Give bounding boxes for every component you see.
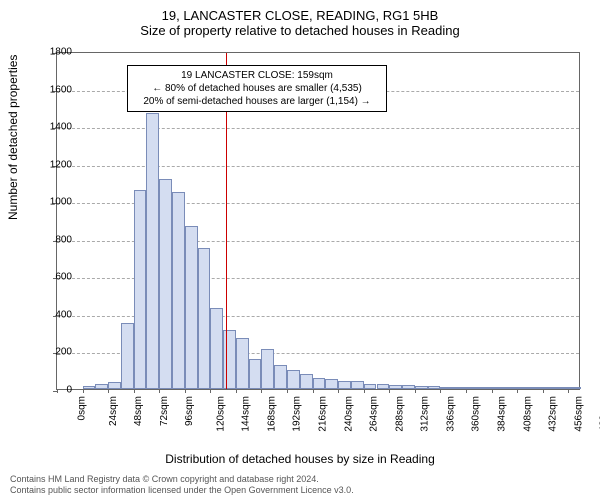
x-tick-label: 432sqm [548, 396, 559, 432]
x-tick-label: 48sqm [133, 396, 144, 426]
histogram-bar [479, 387, 492, 389]
histogram-bar [261, 349, 274, 389]
histogram-bar [274, 365, 287, 389]
x-tick-label: 240sqm [343, 396, 354, 432]
annotation-box: 19 LANCASTER CLOSE: 159sqm ← 80% of deta… [127, 65, 387, 112]
chart-subtitle: Size of property relative to detached ho… [0, 23, 600, 38]
histogram-bar [517, 387, 530, 389]
histogram-bar [121, 323, 134, 389]
y-axis-label: Number of detached properties [6, 55, 20, 220]
histogram-bar [377, 384, 390, 389]
annotation-line1: 19 LANCASTER CLOSE: 159sqm [134, 69, 380, 82]
histogram-bar [223, 330, 236, 389]
x-tick-label: 264sqm [369, 396, 380, 432]
annotation-line2: ← 80% of detached houses are smaller (4,… [134, 82, 380, 95]
histogram-bar [313, 378, 326, 389]
histogram-bar [249, 359, 262, 389]
histogram-bar [198, 248, 211, 389]
footer: Contains HM Land Registry data © Crown c… [10, 474, 354, 496]
x-tick-label: 384sqm [497, 396, 508, 432]
x-tick-label: 312sqm [420, 396, 431, 432]
y-tick-label: 1800 [42, 47, 72, 58]
x-tick-label: 168sqm [267, 396, 278, 432]
y-tick-label: 1400 [42, 122, 72, 133]
histogram-bar [364, 384, 377, 389]
x-tick-label: 0sqm [76, 396, 87, 420]
y-tick-label: 1200 [42, 159, 72, 170]
y-tick-label: 1000 [42, 197, 72, 208]
plot-area: 19 LANCASTER CLOSE: 159sqm ← 80% of deta… [56, 52, 580, 390]
histogram-bar [338, 381, 351, 389]
histogram-bar [492, 387, 505, 389]
histogram-bar [134, 190, 147, 389]
histogram-bar [428, 386, 441, 389]
histogram-bar [415, 386, 428, 389]
x-tick-label: 72sqm [159, 396, 170, 426]
x-axis-label: Distribution of detached houses by size … [0, 452, 600, 466]
footer-line1: Contains HM Land Registry data © Crown c… [10, 474, 354, 485]
x-tick-label: 408sqm [522, 396, 533, 432]
y-tick-label: 600 [42, 272, 72, 283]
histogram-bar [300, 374, 313, 389]
x-tick-label: 360sqm [471, 396, 482, 432]
y-tick-label: 200 [42, 347, 72, 358]
histogram-bar [95, 384, 108, 389]
x-tick-label: 288sqm [394, 396, 405, 432]
x-tick-label: 456sqm [573, 396, 584, 432]
x-tick-label: 144sqm [241, 396, 252, 432]
histogram-bar [543, 387, 556, 389]
x-tick-label: 336sqm [445, 396, 456, 432]
histogram-bar [185, 226, 198, 389]
histogram-bar [389, 385, 402, 389]
footer-line2: Contains public sector information licen… [10, 485, 354, 496]
x-tick-label: 120sqm [215, 396, 226, 432]
histogram-bar [402, 385, 415, 389]
histogram-bar [172, 192, 185, 389]
x-tick-label: 24sqm [108, 396, 119, 426]
y-tick-label: 1600 [42, 84, 72, 95]
histogram-bar [466, 387, 479, 389]
histogram-bar [325, 379, 338, 389]
histogram-bar [568, 387, 581, 389]
histogram-bar [287, 370, 300, 389]
histogram-bar [146, 113, 159, 389]
y-tick-label: 400 [42, 309, 72, 320]
histogram-bar [159, 179, 172, 389]
x-tick-label: 96sqm [184, 396, 195, 426]
x-tick-label: 216sqm [318, 396, 329, 432]
y-tick-label: 800 [42, 234, 72, 245]
title-block: 19, LANCASTER CLOSE, READING, RG1 5HB Si… [0, 0, 600, 38]
histogram-bar [440, 387, 453, 389]
histogram-bar [504, 387, 517, 389]
histogram-bar [555, 387, 568, 389]
y-tick-label: 0 [42, 385, 72, 396]
histogram-bar [83, 386, 96, 389]
chart-container: 19, LANCASTER CLOSE, READING, RG1 5HB Si… [0, 0, 600, 500]
histogram-bar [453, 387, 466, 389]
chart-title: 19, LANCASTER CLOSE, READING, RG1 5HB [0, 8, 600, 23]
histogram-bar [236, 338, 249, 389]
annotation-line3: 20% of semi-detached houses are larger (… [134, 95, 380, 108]
histogram-bar [530, 387, 543, 389]
histogram-bar [351, 381, 364, 389]
x-tick-label: 192sqm [292, 396, 303, 432]
histogram-bar [210, 308, 223, 389]
histogram-bar [108, 382, 121, 390]
